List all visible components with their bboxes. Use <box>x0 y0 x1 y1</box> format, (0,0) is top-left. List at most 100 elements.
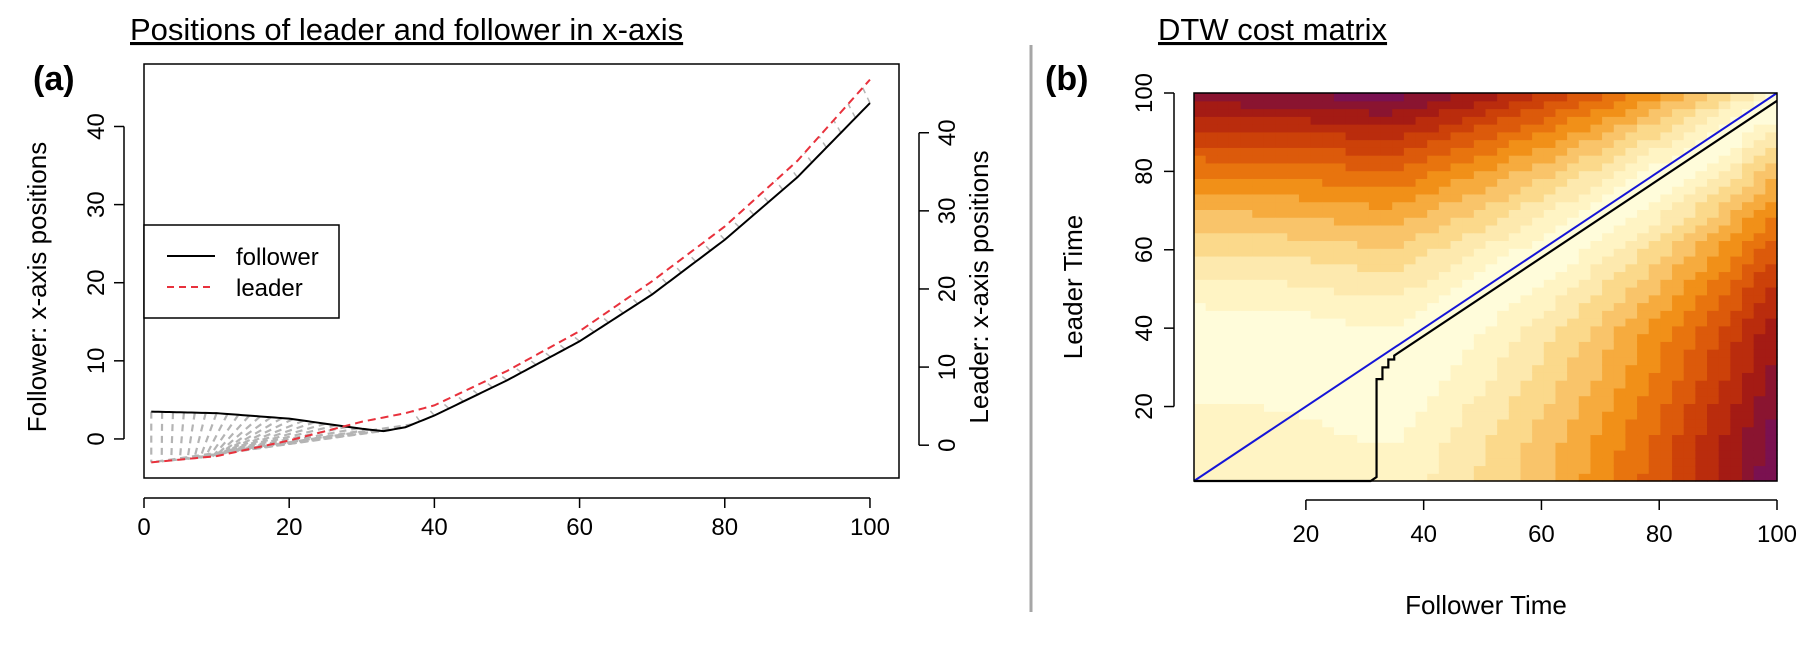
heatmap-cell <box>1381 318 1393 326</box>
heatmap-cell <box>1229 465 1241 473</box>
heatmap-cell <box>1754 403 1766 411</box>
heatmap-cell <box>1567 357 1579 365</box>
heatmap-cell <box>1509 186 1521 194</box>
heatmap-cell <box>1684 419 1696 427</box>
heatmap-cell <box>1462 450 1474 458</box>
heatmap-cell <box>1684 365 1696 373</box>
heatmap-cell <box>1649 186 1661 194</box>
heatmap-cell <box>1520 357 1532 365</box>
heatmap-cell <box>1765 279 1777 287</box>
heatmap-cell <box>1637 341 1649 349</box>
heatmap-cell <box>1637 202 1649 210</box>
heatmap-cell <box>1287 310 1299 318</box>
alignment-line <box>471 388 478 394</box>
heatmap-cell <box>1334 450 1346 458</box>
heatmap-cell <box>1416 171 1428 179</box>
heatmap-cell <box>1439 124 1451 132</box>
heatmap-cell <box>1474 403 1486 411</box>
heatmap-cell <box>1322 186 1334 194</box>
alignment-line <box>776 181 783 190</box>
heatmap-cell <box>1229 380 1241 388</box>
heatmap-cell <box>1754 186 1766 194</box>
heatmap-cell <box>1579 279 1591 287</box>
heatmap-cell <box>1311 442 1323 450</box>
heatmap-cell <box>1532 442 1544 450</box>
heatmap-cell <box>1637 147 1649 155</box>
heatmap-cell <box>1252 147 1264 155</box>
heatmap-cell <box>1462 287 1474 295</box>
heatmap-cell <box>1532 318 1544 326</box>
heatmap-cell <box>1672 101 1684 109</box>
heatmap-cell <box>1695 458 1707 466</box>
heatmap-cell <box>1439 202 1451 210</box>
heatmap-cell <box>1346 256 1358 264</box>
heatmap-cell <box>1369 403 1381 411</box>
heatmap-cell <box>1544 357 1556 365</box>
heatmap-cell <box>1206 403 1218 411</box>
heatmap-cell <box>1451 132 1463 140</box>
heatmap-cell <box>1392 419 1404 427</box>
heatmap-cell <box>1555 419 1567 427</box>
heatmap-cell <box>1660 341 1672 349</box>
heatmap-cell <box>1299 209 1311 217</box>
heatmap-cell <box>1695 310 1707 318</box>
heatmap-cell <box>1252 341 1264 349</box>
heatmap-cell <box>1416 318 1428 326</box>
heatmap-cell <box>1625 326 1637 334</box>
heatmap-cell <box>1590 132 1602 140</box>
heatmap-cell <box>1660 155 1672 163</box>
heatmap-cell <box>1462 442 1474 450</box>
heatmap-cell <box>1392 365 1404 373</box>
heatmap-cell <box>1404 163 1416 171</box>
heatmap-cell <box>1520 450 1532 458</box>
heatmap-cell <box>1451 411 1463 419</box>
heatmap-cell <box>1614 326 1626 334</box>
heatmap-cell <box>1579 256 1591 264</box>
heatmap-cell <box>1252 132 1264 140</box>
heatmap-cell <box>1392 225 1404 233</box>
heatmap-cell <box>1625 380 1637 388</box>
heatmap-cell <box>1311 341 1323 349</box>
heatmap-cell <box>1719 209 1731 217</box>
heatmap-cell <box>1334 411 1346 419</box>
heatmap-cell <box>1707 217 1719 225</box>
heatmap-cell <box>1742 171 1754 179</box>
heatmap-cell <box>1357 225 1369 233</box>
heatmap-cell <box>1625 318 1637 326</box>
heatmap-cell <box>1462 233 1474 241</box>
heatmap-cell <box>1322 116 1334 124</box>
heatmap-cell <box>1660 403 1672 411</box>
heatmap-cell <box>1299 233 1311 241</box>
heatmap-cell <box>1684 310 1696 318</box>
heatmap-cell <box>1544 225 1556 233</box>
heatmap-cell <box>1416 248 1428 256</box>
heatmap-cell <box>1439 101 1451 109</box>
heatmap-cell <box>1649 427 1661 435</box>
heatmap-cell <box>1695 403 1707 411</box>
heatmap-cell <box>1765 124 1777 132</box>
chart-a-ylabel: Follower: x-axis positions <box>22 142 52 432</box>
heatmap-cell <box>1369 248 1381 256</box>
heatmap-cell <box>1194 419 1206 427</box>
heatmap-cell <box>1369 279 1381 287</box>
heatmap-cell <box>1194 318 1206 326</box>
heatmap-cell <box>1287 163 1299 171</box>
heatmap-cell <box>1264 163 1276 171</box>
heatmap-cell <box>1730 217 1742 225</box>
heatmap-cell <box>1287 140 1299 148</box>
heatmap-cell <box>1311 326 1323 334</box>
heatmap-cell <box>1264 155 1276 163</box>
heatmap-cell <box>1357 217 1369 225</box>
heatmap-cell <box>1614 124 1626 132</box>
heatmap-cell <box>1427 202 1439 210</box>
heatmap-cell <box>1252 458 1264 466</box>
heatmap-cell <box>1742 209 1754 217</box>
heatmap-cell <box>1252 109 1264 117</box>
heatmap-cell <box>1311 295 1323 303</box>
heatmap-cell <box>1567 318 1579 326</box>
heatmap-cell <box>1590 465 1602 473</box>
heatmap-cell <box>1357 411 1369 419</box>
heatmap-cell <box>1754 341 1766 349</box>
heatmap-cell <box>1567 427 1579 435</box>
heatmap-cell <box>1439 240 1451 248</box>
